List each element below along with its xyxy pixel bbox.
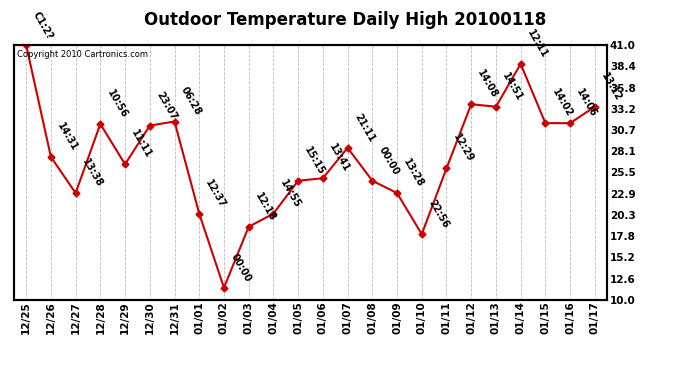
Text: 14:31: 14:31 [55, 121, 79, 153]
Text: 13:28: 13:28 [402, 157, 426, 189]
Text: 12:29: 12:29 [451, 132, 475, 164]
Text: 11:11: 11:11 [130, 128, 154, 160]
Text: 12:11: 12:11 [525, 28, 549, 60]
Text: 14:55: 14:55 [278, 178, 302, 210]
Text: 22:56: 22:56 [426, 198, 451, 230]
Text: 06:28: 06:28 [179, 86, 203, 117]
Text: Outdoor Temperature Daily High 20100118: Outdoor Temperature Daily High 20100118 [144, 11, 546, 29]
Text: 00:00: 00:00 [377, 145, 401, 177]
Text: 21:11: 21:11 [352, 112, 376, 144]
Text: 13:38: 13:38 [80, 157, 104, 189]
Text: 15:15: 15:15 [303, 145, 327, 177]
Text: Copyright 2010 Cartronics.com: Copyright 2010 Cartronics.com [17, 50, 148, 59]
Text: 14:08: 14:08 [475, 68, 500, 100]
Text: 00:00: 00:00 [228, 252, 253, 284]
Text: 13:41: 13:41 [327, 142, 351, 174]
Text: 12:18: 12:18 [253, 191, 277, 223]
Text: C1:2?: C1:2? [30, 10, 55, 41]
Text: 14:06: 14:06 [575, 87, 599, 119]
Text: 23:07: 23:07 [155, 90, 179, 122]
Text: 14:51: 14:51 [500, 71, 524, 103]
Text: 14:02: 14:02 [550, 87, 574, 119]
Text: 12:37: 12:37 [204, 178, 228, 210]
Text: 13:12: 13:12 [600, 71, 624, 103]
Text: 10:56: 10:56 [105, 88, 129, 120]
